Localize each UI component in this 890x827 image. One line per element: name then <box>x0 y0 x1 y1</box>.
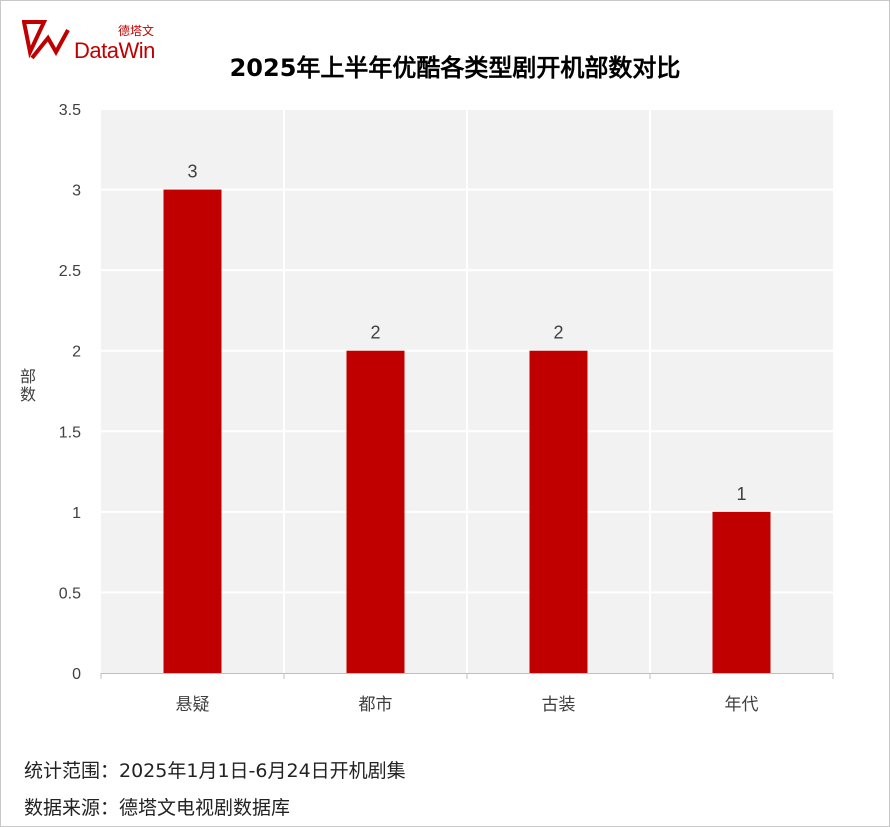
y-tick-label: 3.5 <box>59 102 81 119</box>
x-tick-label: 古装 <box>542 695 576 715</box>
bar <box>346 350 405 673</box>
bar <box>529 350 588 673</box>
bar <box>163 189 222 674</box>
logo-text-en: DataWin <box>74 38 155 63</box>
x-tick-label: 都市 <box>359 695 393 715</box>
x-tick-label: 悬疑 <box>176 695 210 715</box>
chart-title: 2025年上半年优酷各类型剧开机部数对比 <box>229 54 681 82</box>
y-axis-label: 部数 <box>20 367 37 404</box>
logo-text-cn: 德塔文 <box>118 24 155 38</box>
x-tick-label: 年代 <box>725 695 759 715</box>
bar <box>712 511 771 673</box>
y-tick-label: 0 <box>72 666 81 683</box>
y-tick-label: 1.5 <box>59 424 81 441</box>
data-label: 1 <box>736 484 746 504</box>
footer-scope: 统计范围：2025年1月1日-6月24日开机剧集 <box>24 760 406 782</box>
data-label: 3 <box>187 162 197 182</box>
y-tick-label: 2 <box>72 344 81 361</box>
y-tick-label: 1 <box>72 505 81 522</box>
y-tick-label: 2.5 <box>59 263 81 280</box>
brand-logo: 德塔文 DataWin <box>21 18 172 66</box>
y-tick-label: 0.5 <box>59 585 81 602</box>
footer-source: 数据来源：德塔文电视剧数据库 <box>24 797 291 819</box>
data-label: 2 <box>370 323 380 343</box>
y-tick-label: 3 <box>72 183 81 200</box>
logo-mark-icon <box>21 20 70 60</box>
data-label: 2 <box>553 323 563 343</box>
